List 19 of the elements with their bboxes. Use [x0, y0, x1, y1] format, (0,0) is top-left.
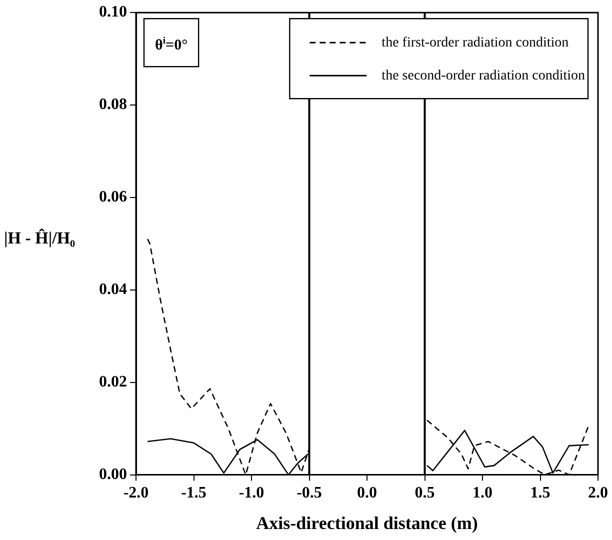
x-tick-label: 0.0: [357, 484, 377, 502]
x-tick-label: -0.5: [296, 484, 322, 502]
x-axis-title: Axis-directional distance (m): [256, 512, 478, 533]
y-tick-label: 0.04: [99, 281, 127, 298]
y-tick-label: 0.10: [99, 4, 127, 21]
x-tick-label: -1.0: [238, 484, 264, 502]
x-tick-label: -1.5: [181, 484, 206, 502]
x-tick-label: 1.5: [530, 484, 550, 502]
y-tick-label: 0.08: [99, 96, 127, 114]
y-tick-label: 0.02: [99, 374, 127, 390]
x-tick-label: -2.0: [123, 484, 149, 502]
y-tick-label: 0.06: [99, 188, 127, 206]
x-tick-label: 2.0: [588, 484, 608, 502]
legend-label: the second-order radiation condition: [382, 68, 586, 84]
y-tick-label: 0.00: [99, 466, 127, 483]
y-axis-title: |H - Ĥ|/H₀: [4, 228, 76, 248]
x-tick-label: 1.0: [472, 484, 492, 502]
legend-label: the first-order radiation condition: [382, 35, 569, 50]
x-tick-label: 0.5: [414, 484, 435, 502]
